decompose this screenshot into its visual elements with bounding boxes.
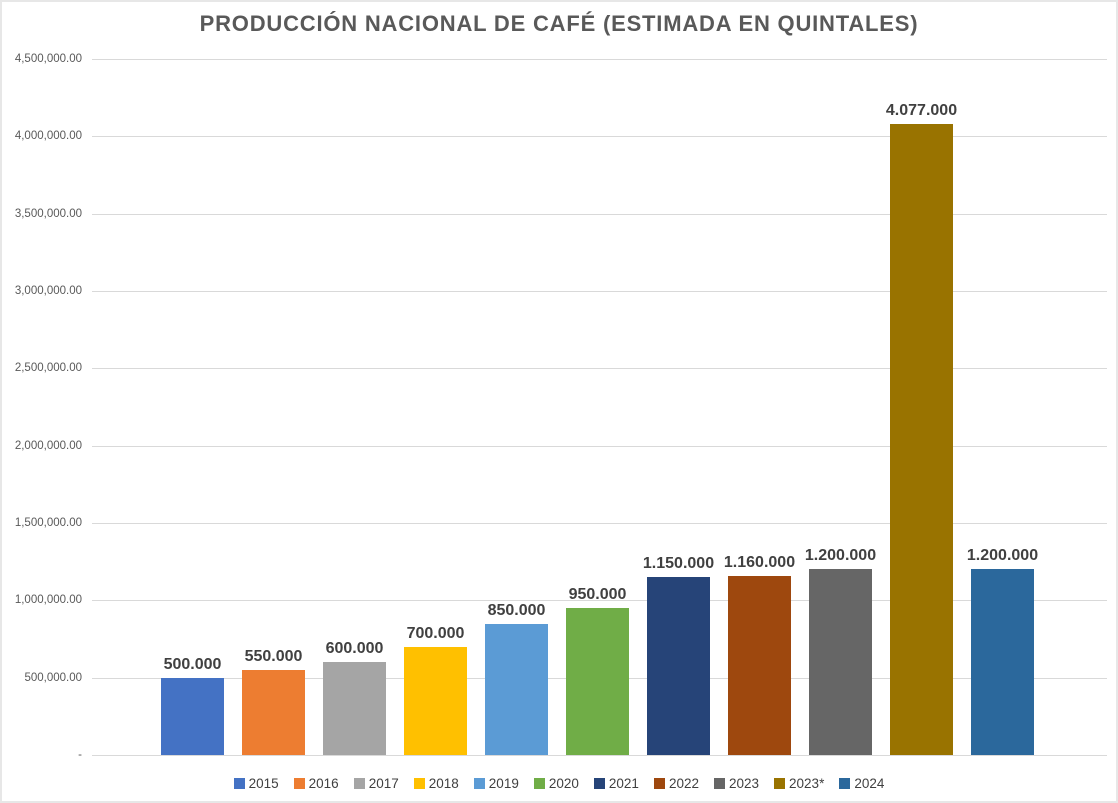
legend-item-2016: 2016 [293, 775, 339, 791]
bar-2016 [242, 669, 305, 755]
bar-label-2023: 1.200.000 [804, 547, 877, 565]
legend-item-2024: 2024 [839, 776, 884, 791]
bar-label-2021: 1.150.000 [642, 555, 715, 573]
bar-2022 [728, 575, 791, 755]
gridline-2000000 [92, 445, 1107, 447]
bar-label-2024: 1.200.000 [966, 547, 1039, 565]
legend-label: 2024 [854, 775, 885, 791]
legend-swatch-icon [233, 777, 245, 789]
bar-label-2018: 700.000 [406, 624, 465, 642]
legend-item-2017: 2017 [353, 775, 399, 791]
gridline-0 [92, 755, 1107, 756]
bar-2018 [404, 646, 467, 755]
legend-label: 2022 [668, 775, 699, 791]
legend-swatch-icon [293, 777, 305, 789]
chart-title: PRODUCCIÓN NACIONAL DE CAFÉ (ESTIMADA EN… [199, 11, 919, 36]
legend-label: 2019 [488, 775, 519, 791]
y-tick-label: 4,000,000.00 [14, 130, 82, 143]
legend-swatch-icon [774, 777, 786, 789]
bar-label-2016: 550.000 [244, 647, 303, 665]
bar-2023 [809, 569, 872, 755]
legend-item-2023*: 2023* [774, 776, 824, 791]
y-tick-label: 1,000,000.00 [14, 594, 82, 607]
legend-label: 2020 [548, 775, 579, 791]
bar-label-2017: 600.000 [325, 640, 384, 658]
bar-2020 [566, 608, 629, 755]
bar-2024 [971, 569, 1034, 755]
legend-item-2023: 2023 [713, 775, 760, 791]
bar-label-2023*: 4.077.000 [885, 102, 958, 120]
y-tick-label: 2,000,000.00 [14, 439, 82, 452]
legend-item-2020: 2020 [533, 775, 579, 791]
legend-label: 2023 [728, 775, 760, 791]
bar-2023* [890, 124, 953, 755]
gridline-3500000 [92, 213, 1107, 215]
legend-swatch-icon [593, 777, 605, 789]
bar-label-2020: 950.000 [568, 586, 627, 604]
gridline-1000000 [92, 600, 1107, 602]
legend-swatch-icon [533, 777, 545, 789]
y-tick-label: - [78, 749, 82, 761]
legend-swatch-icon [653, 777, 665, 789]
legend-label: 2023* [789, 775, 825, 791]
y-tick-label: 500,000.00 [24, 671, 82, 684]
legend-item-2015: 2015 [233, 775, 279, 791]
bar-2017 [323, 662, 386, 755]
legend-item-2019: 2019 [473, 775, 519, 791]
legend-label: 2021 [608, 775, 639, 791]
gridline-2500000 [92, 368, 1107, 370]
legend-swatch-icon [473, 777, 485, 789]
legend-label: 2017 [368, 775, 399, 791]
bar-2019 [485, 623, 548, 755]
gridline-3000000 [92, 291, 1107, 292]
legend-label: 2018 [428, 775, 459, 791]
bar-2015 [161, 677, 224, 755]
legend-swatch-icon [713, 777, 725, 789]
legend-swatch-icon [353, 777, 365, 789]
y-tick-label: 3,500,000.00 [14, 207, 82, 220]
y-tick-label: 1,500,000.00 [14, 517, 82, 529]
bar-label-2019: 850.000 [487, 601, 546, 619]
bar-2021 [647, 577, 710, 755]
gridline-1500000 [92, 523, 1107, 524]
gridline-4000000 [92, 136, 1107, 138]
gridline-4500000 [92, 59, 1107, 60]
legend-label: 2015 [248, 775, 279, 791]
legend-swatch-icon [413, 777, 425, 789]
legend-item-2021: 2021 [593, 775, 639, 791]
legend-item-2022: 2022 [653, 775, 699, 791]
legend-label: 2016 [308, 775, 339, 791]
y-tick-label: 3,000,000.00 [14, 285, 82, 297]
legend-swatch-icon [839, 777, 851, 789]
bar-label-2015: 500.000 [163, 655, 222, 673]
y-tick-label: 4,500,000.00 [14, 53, 82, 65]
y-tick-label: 2,500,000.00 [14, 362, 82, 375]
legend: 2015 2016 2017 2018 2019 2020 2021 2022 2023 2023… [2, 772, 1116, 794]
legend-item-2018: 2018 [413, 775, 459, 791]
bar-label-2022: 1.160.000 [723, 553, 796, 571]
